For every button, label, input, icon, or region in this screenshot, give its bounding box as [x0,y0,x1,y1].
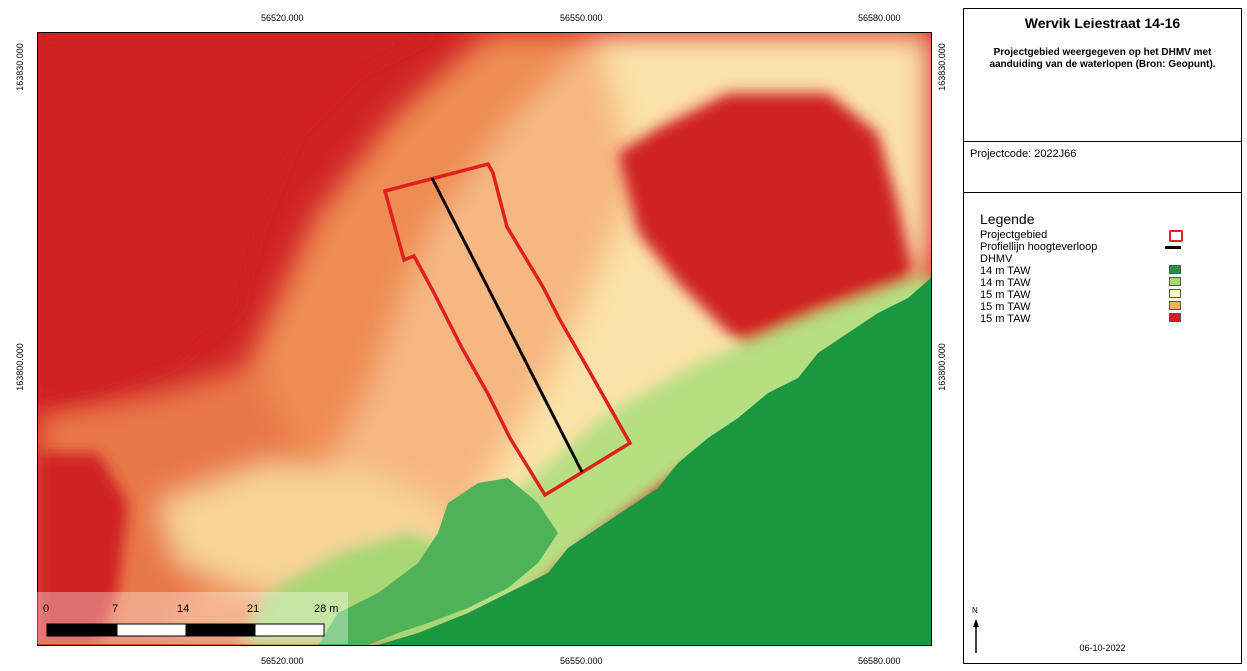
profile-line [430,177,584,473]
legend-item-class-1: 14 m TAW [980,265,1230,277]
swatch-orange [1169,301,1181,310]
coord-top-2: 56550.000 [560,13,603,23]
legend-item-class-5: 15 m TAW [980,313,1230,325]
coord-bottom-3: 56580.000 [858,656,901,666]
elevation-map[interactable] [37,32,932,646]
map-subtitle: Projectgebied weergegeven op het DHMV me… [989,47,1216,70]
title-section: Wervik Leiestraat 14-16 Projectgebied we… [964,9,1241,142]
coord-right-1: 163830.000 [936,43,947,91]
info-panel: Wervik Leiestraat 14-16 Projectgebied we… [963,8,1242,664]
legend: Legende Projectgebied Profiellijn hoogte… [980,211,1230,325]
swatch-yellow [1169,289,1181,298]
coord-right-2: 163800.000 [936,343,947,391]
legend-item-class-4: 15 m TAW [980,301,1230,313]
coord-top-1: 56520.000 [261,13,304,23]
map-title: Wervik Leiestraat 14-16 [1024,15,1181,31]
project-code-section: Projectcode: 2022J66 [964,142,1241,193]
map-date: 06-10-2022 [1079,643,1126,653]
project-code: Projectcode: 2022J66 [970,148,1077,160]
scale-label-21: 21 [247,603,259,615]
profile-line-symbol [1165,246,1181,249]
swatch-light-green [1169,277,1181,286]
dhmv-raster [38,33,931,645]
north-arrow-icon: N [970,605,982,655]
scale-bar: 0 7 14 21 28 m [37,592,348,644]
scale-label-7: 7 [112,603,118,615]
scale-label-0: 0 [43,603,49,615]
svg-text:N: N [972,606,978,615]
projectgebied-polygon [382,161,633,498]
coord-bottom-1: 56520.000 [261,656,304,666]
swatch-red [1169,313,1181,322]
legend-item-class-2: 14 m TAW [980,277,1230,289]
swatch-dark-green [1169,265,1181,274]
scale-label-28: 28 m [314,603,338,615]
coord-bottom-2: 56550.000 [560,656,603,666]
legend-heading: Legende [980,211,1035,227]
legend-item-dhmv: DHMV [980,253,1013,265]
coord-left-1: 163830.000 [14,43,25,91]
projectgebied-symbol [1169,230,1183,242]
legend-item-projectgebied: Projectgebied [980,229,1230,242]
coord-top-3: 56580.000 [858,13,901,23]
legend-item-class-3: 15 m TAW [980,289,1230,301]
scale-label-14: 14 [177,603,189,615]
legend-item-profiellijn: Profiellijn hoogteverloop [980,241,1230,253]
coord-left-2: 163800.000 [14,343,25,391]
